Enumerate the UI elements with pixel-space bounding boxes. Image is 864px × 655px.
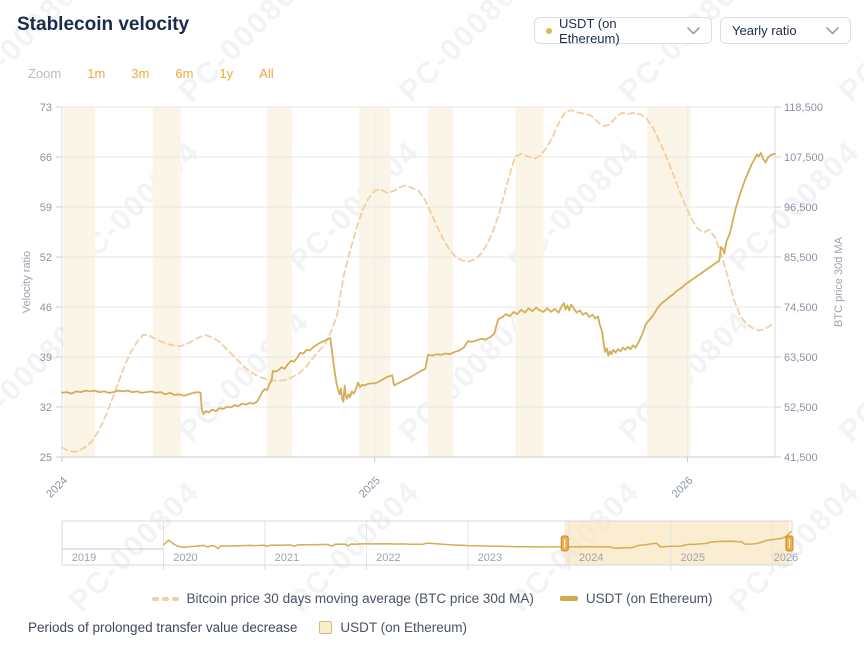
navigator-year-label: 2020	[173, 552, 197, 564]
y-right-tick-label: 63,500	[784, 352, 818, 364]
y-left-tick-label: 73	[40, 102, 52, 114]
navigator-year-label: 2024	[579, 552, 603, 564]
plot-band	[427, 107, 453, 457]
plot-band-legend-title: Periods of prolonged transfer value decr…	[28, 620, 298, 635]
y-right-tick-label: 96,500	[784, 202, 818, 214]
series-legend: Bitcoin price 30 days moving average (BT…	[0, 591, 864, 606]
y-left-tick-label: 25	[40, 452, 52, 464]
y-left-tick-label: 46	[40, 302, 52, 314]
usdt-series-line	[61, 151, 776, 415]
range-button-3m[interactable]: 3m	[131, 66, 150, 81]
range-toolbar: Zoom 1m 3m 6m 1y All	[28, 66, 274, 81]
range-button-6m[interactable]: 6m	[175, 66, 194, 81]
asset-dropdown-value: USDT (on Ethereum)	[559, 15, 620, 46]
x-tick-label: 2024	[44, 475, 70, 501]
y-left-tick-label: 52	[40, 252, 52, 264]
plot-band	[515, 107, 544, 457]
navigator-year-label: 2025	[681, 552, 705, 564]
band-swatch-icon	[319, 621, 333, 634]
navigator-year-label: 2022	[376, 552, 400, 564]
range-button-all[interactable]: All	[259, 66, 274, 81]
ratio-dropdown[interactable]: Yearly ratio	[720, 17, 851, 44]
plot-band	[266, 107, 292, 457]
x-tick-label: 2025	[357, 475, 383, 501]
y-right-tick-label: 85,500	[784, 252, 818, 264]
navigator-handle-left[interactable]	[560, 535, 569, 552]
navigator-selected-range[interactable]	[564, 521, 790, 565]
series-dot-icon	[546, 27, 552, 34]
y-right-tick-label: 74,500	[784, 302, 818, 314]
y-right-tick-label: 107,500	[784, 152, 824, 164]
chevron-down-icon	[677, 26, 700, 35]
navigator-year-label: 2021	[275, 552, 299, 564]
plot-band	[152, 107, 181, 457]
legend-label-btc-ma: Bitcoin price 30 days moving average (BT…	[186, 591, 534, 606]
ratio-dropdown-value: Yearly ratio	[732, 23, 797, 38]
page-title: Stablecoin velocity	[17, 14, 190, 35]
solid-line-swatch-icon	[559, 596, 578, 601]
navigator-year-label: 2026	[774, 552, 798, 564]
plot-band	[646, 107, 691, 457]
y-left-tick-label: 32	[40, 402, 52, 414]
legend-label-band-usdt: USDT (on Ethereum)	[340, 620, 467, 635]
asset-dropdown[interactable]: USDT (on Ethereum)	[534, 15, 712, 46]
zoom-label: Zoom	[28, 66, 62, 81]
y-left-tick-label: 39	[40, 352, 52, 364]
range-button-1y[interactable]: 1y	[219, 66, 234, 81]
navigator-year-label: 2019	[72, 552, 96, 564]
navigator-handle-right[interactable]	[785, 535, 794, 552]
y-left-tick-label: 66	[40, 152, 52, 164]
plot-band	[63, 107, 96, 457]
y-right-tick-label: 118,500	[784, 102, 823, 114]
legend-item-btc-ma[interactable]: Bitcoin price 30 days moving average (BT…	[151, 591, 534, 606]
y-right-axis-title: BTC price 30d MA	[833, 236, 845, 327]
legend-item-band-usdt[interactable]: USDT (on Ethereum)	[319, 620, 467, 635]
navigator-year-label: 2023	[478, 552, 502, 564]
y-left-axis-title: Velocity ratio	[21, 251, 33, 313]
range-button-1m[interactable]: 1m	[87, 66, 106, 81]
plot-band-legend: Periods of prolonged transfer value decr…	[28, 620, 467, 635]
chevron-down-icon	[816, 26, 839, 35]
legend-item-usdt[interactable]: USDT (on Ethereum)	[559, 591, 713, 606]
stablecoin-velocity-chart: 25 41,500 32 52,500 39 63,500 46 74,500 52 85,500…	[21, 102, 845, 570]
dashed-line-swatch-icon	[151, 596, 179, 601]
y-left-tick-label: 59	[40, 202, 52, 214]
x-tick-label: 2026	[670, 475, 696, 501]
y-right-tick-label: 41,500	[784, 452, 818, 464]
btc-ma-series-line	[61, 109, 776, 453]
y-right-tick-label: 52,500	[784, 402, 818, 414]
legend-label-usdt: USDT (on Ethereum)	[585, 591, 713, 606]
navigator-series-line	[162, 530, 793, 550]
